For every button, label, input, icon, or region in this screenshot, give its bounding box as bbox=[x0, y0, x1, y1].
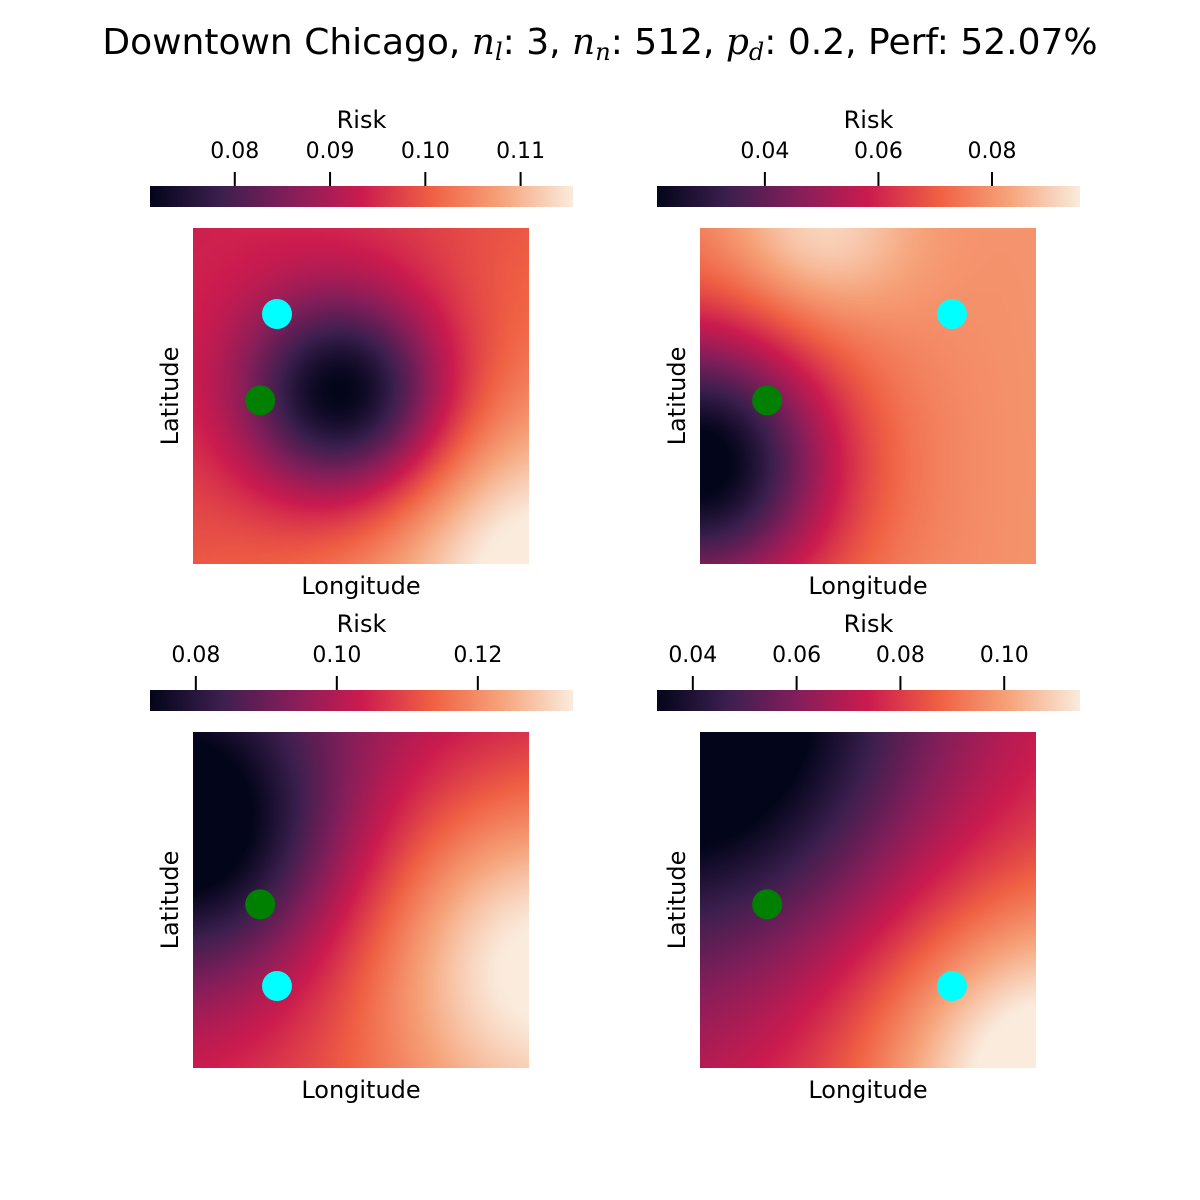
cyan-marker bbox=[937, 299, 967, 330]
heatmap-image bbox=[193, 228, 529, 564]
colorbar-tick-label: 0.06 bbox=[772, 643, 821, 668]
cyan-marker bbox=[262, 299, 292, 330]
panel-bottom-right: Risk 0.04 0.06 0.08 0.10 Longitude Latitude bbox=[657, 610, 1080, 1104]
colorbar-tick-label: 0.04 bbox=[740, 139, 789, 164]
figure-title: Downtown Chicago, nl: 3, nn: 512, pd: 0.… bbox=[102, 22, 1098, 66]
green-marker bbox=[245, 889, 276, 920]
y-axis-label: Latitude bbox=[156, 851, 184, 950]
colorbar-tick-label: 0.12 bbox=[453, 643, 502, 668]
y-axis-label: Latitude bbox=[663, 347, 691, 446]
colorbar-label: Risk bbox=[844, 610, 894, 638]
colorbar-tick-label: 0.11 bbox=[496, 139, 545, 164]
cyan-marker bbox=[937, 971, 967, 1002]
panel-bottom-left: Risk 0.08 0.10 0.12 Longitude Latitude bbox=[150, 610, 573, 1104]
colorbar-tick-label: 0.04 bbox=[668, 643, 717, 668]
colorbar-label: Risk bbox=[844, 106, 894, 134]
green-marker bbox=[752, 385, 783, 416]
colorbar-tick-label: 0.10 bbox=[312, 643, 361, 668]
colorbar bbox=[150, 690, 573, 711]
x-axis-label: Longitude bbox=[301, 572, 420, 600]
x-axis-label: Longitude bbox=[301, 1076, 420, 1104]
colorbar-label: Risk bbox=[337, 106, 387, 134]
green-marker bbox=[752, 889, 783, 920]
colorbar-tick-label: 0.08 bbox=[171, 643, 220, 668]
title-nn-symbol: nn bbox=[572, 22, 611, 66]
colorbar-tick-label: 0.10 bbox=[401, 139, 450, 164]
heatmap-image bbox=[700, 732, 1036, 1068]
x-axis-label: Longitude bbox=[808, 1076, 927, 1104]
colorbar bbox=[150, 186, 573, 207]
colorbar-tick-label: 0.08 bbox=[968, 139, 1017, 164]
title-pd-value: 0.2 bbox=[787, 22, 846, 63]
title-perf-label: Perf bbox=[868, 22, 937, 63]
colorbar-tick-label: 0.10 bbox=[980, 643, 1029, 668]
y-axis-label: Latitude bbox=[156, 347, 184, 446]
y-axis-label: Latitude bbox=[663, 851, 691, 950]
title-nl-symbol: nl bbox=[471, 22, 503, 66]
x-axis-label: Longitude bbox=[808, 572, 927, 600]
title-nl-value: 3 bbox=[526, 22, 550, 63]
title-pd-symbol: pd bbox=[725, 22, 765, 66]
green-marker bbox=[245, 385, 276, 416]
colorbar-tick-label: 0.08 bbox=[876, 643, 925, 668]
colorbar bbox=[657, 690, 1080, 711]
colorbar-tick-label: 0.09 bbox=[306, 139, 355, 164]
colorbar bbox=[657, 186, 1080, 207]
colorbar-label: Risk bbox=[337, 610, 387, 638]
title-city: Downtown Chicago bbox=[102, 22, 449, 63]
panel-top-right: Risk 0.04 0.06 0.08 Longitude Latitude bbox=[657, 106, 1080, 600]
colorbar-tick-label: 0.06 bbox=[854, 139, 903, 164]
panel-top-left: Risk 0.08 0.09 0.10 0.11 Longitude Latitude bbox=[150, 106, 573, 600]
title-nn-value: 512 bbox=[634, 22, 703, 63]
title-perf-value: 52.07% bbox=[960, 22, 1098, 63]
cyan-marker bbox=[262, 971, 292, 1002]
heatmap-image bbox=[193, 732, 529, 1068]
heatmap-image bbox=[700, 228, 1036, 564]
colorbar-tick-label: 0.08 bbox=[210, 139, 259, 164]
